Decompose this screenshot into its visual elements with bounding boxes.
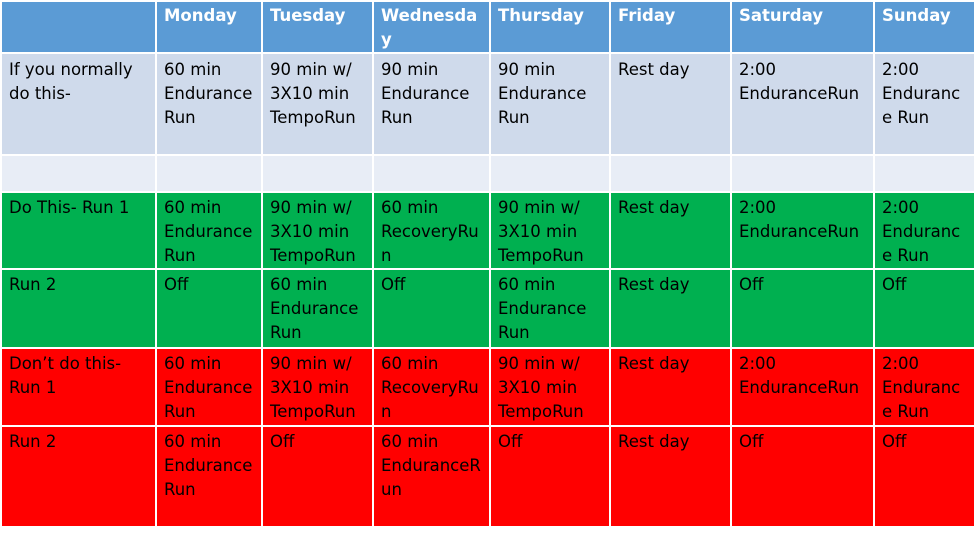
table-cell: 2:00 Endurance Run	[873, 52, 974, 156]
table-cell: Off	[489, 425, 611, 528]
table-cell: Off	[730, 268, 875, 349]
table-cell	[372, 154, 491, 193]
table-row-do-run2: Run 2 Off 60 min Endurance Run Off 60 mi…	[0, 268, 974, 349]
table-cell: 90 min Endurance Run	[372, 52, 491, 156]
table-cell	[873, 154, 974, 193]
header-thursday: Thursday	[489, 0, 611, 54]
table-cell: Off	[873, 268, 974, 349]
table-cell: 60 min Endurance Run	[155, 191, 263, 270]
table-cell: Rest day	[609, 268, 732, 349]
table-cell: 60 min Endurance Run	[261, 268, 374, 349]
table-cell: Rest day	[609, 347, 732, 427]
header-saturday: Saturday	[730, 0, 875, 54]
table-cell: 2:00 Endurance Run	[873, 347, 974, 427]
row-label: Run 2	[0, 268, 157, 349]
table-cell: 90 min w/ 3X10 min TempoRun	[261, 347, 374, 427]
header-row: Monday Tuesday Wednesday Thursday Friday…	[0, 0, 974, 54]
table-cell: Off	[372, 268, 491, 349]
table-cell: Rest day	[609, 191, 732, 270]
row-label: Run 2	[0, 425, 157, 528]
table-cell: Off	[873, 425, 974, 528]
table-cell: 90 min w/ 3X10 min TempoRun	[261, 52, 374, 156]
table-cell	[0, 154, 157, 193]
table-cell: Rest day	[609, 425, 732, 528]
table-cell: 60 min RecoveryRun	[372, 191, 491, 270]
row-label: Don’t do this- Run 1	[0, 347, 157, 427]
table-row-spacer	[0, 154, 974, 193]
table-cell: Off	[261, 425, 374, 528]
table-cell	[609, 154, 732, 193]
header-friday: Friday	[609, 0, 732, 54]
table-row-dont-run1: Don’t do this- Run 1 60 min Endurance Ru…	[0, 347, 974, 427]
row-label: Do This- Run 1	[0, 191, 157, 270]
table-cell: Rest day	[609, 52, 732, 156]
table-cell: Off	[730, 425, 875, 528]
table-cell: Off	[155, 268, 263, 349]
table-cell: 2:00 EnduranceRun	[730, 347, 875, 427]
table-cell	[261, 154, 374, 193]
row-label-normal[interactable]: If you normally do this-	[0, 52, 157, 156]
header-sunday: Sunday	[873, 0, 974, 54]
header-wednesday: Wednesday	[372, 0, 491, 54]
row-label-text: If you normally do this-	[9, 60, 133, 103]
table-cell: 90 min w/ 3X10 min TempoRun	[261, 191, 374, 270]
header-tuesday: Tuesday	[261, 0, 374, 54]
table-cell: 90 min w/ 3X10 min TempoRun	[489, 191, 611, 270]
table-cell: 2:00 EnduranceRun	[730, 52, 875, 156]
table-row-do-run1: Do This- Run 1 60 min Endurance Run 90 m…	[0, 191, 974, 270]
table-cell: 2:00 Endurance Run	[873, 191, 974, 270]
table-row-dont-run2: Run 2 60 min Endurance Run Off 60 min En…	[0, 425, 974, 528]
table-cell: 60 min EnduranceRun	[372, 425, 491, 528]
table-cell: 60 min Endurance Run	[155, 425, 263, 528]
header-corner	[0, 0, 157, 54]
table-cell: 90 min w/ 3X10 min TempoRun	[489, 347, 611, 427]
table-cell: 2:00 EnduranceRun	[730, 191, 875, 270]
table-cell: 60 min Endurance Run	[155, 347, 263, 427]
table-row-normal: If you normally do this- 60 min Enduranc…	[0, 52, 974, 156]
header-monday: Monday	[155, 0, 263, 54]
table-cell: 60 min Endurance Run	[155, 52, 263, 156]
table-cell	[730, 154, 875, 193]
table-cell	[489, 154, 611, 193]
table-cell: 60 min Endurance Run	[489, 268, 611, 349]
table-cell: 60 min RecoveryRun	[372, 347, 491, 427]
table-cell: 90 min Endurance Run	[489, 52, 611, 156]
table-cell	[155, 154, 263, 193]
